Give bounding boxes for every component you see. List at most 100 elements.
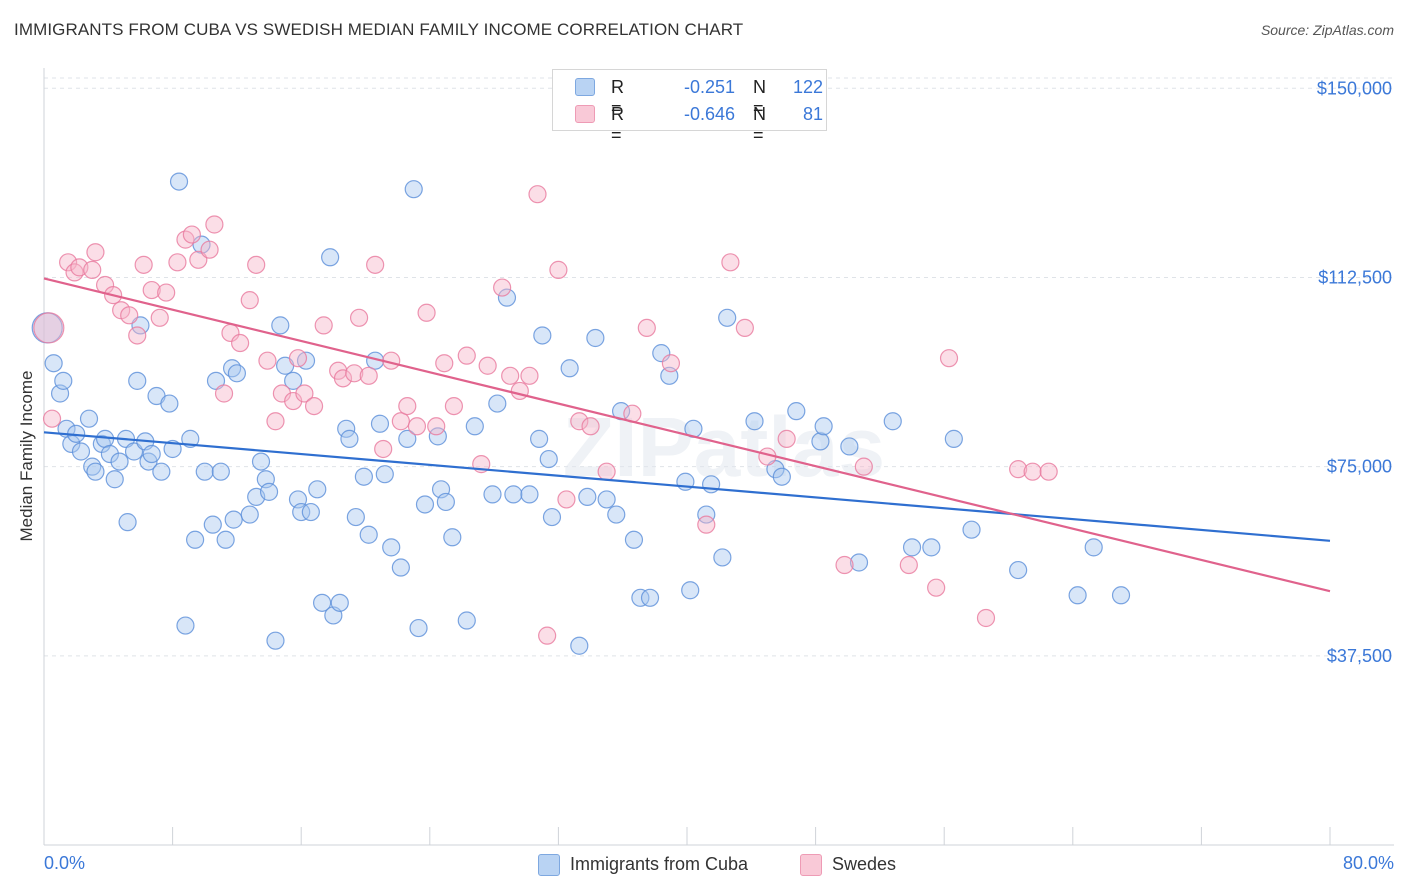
cuba-point: [79, 409, 99, 428]
swedes-point: [231, 333, 250, 353]
swedes-point: [33, 312, 65, 344]
swedes-point: [200, 240, 219, 259]
cuba-point: [718, 308, 737, 327]
cuba-point: [1084, 538, 1103, 557]
cuba-point: [586, 328, 605, 348]
swedes-point: [65, 263, 84, 282]
swedes-point: [359, 366, 378, 385]
cuba-point: [607, 505, 626, 524]
cuba-point: [266, 631, 285, 650]
swedes-point: [735, 318, 754, 338]
swedes-point: [83, 260, 102, 279]
swedes-point: [1023, 462, 1042, 481]
swedes-point: [247, 255, 266, 274]
cuba-point: [560, 359, 579, 378]
x-tick-label: 0.0%: [44, 853, 85, 873]
cuba-point: [713, 548, 732, 567]
cuba-point: [398, 429, 417, 448]
cuba-point: [240, 505, 259, 524]
trend-lines: [43, 277, 1331, 593]
cuba-point: [520, 485, 539, 504]
cuba-point: [840, 437, 859, 456]
swedes-point: [457, 346, 476, 365]
cuba-point: [340, 429, 359, 448]
swedes-point: [777, 429, 796, 448]
cuba-point: [382, 538, 401, 557]
swedes-point: [349, 308, 369, 327]
cuba-point: [681, 581, 700, 600]
y-tick-label: $37,500: [1327, 646, 1392, 666]
swedes-point: [939, 349, 959, 368]
swedes-point: [295, 384, 314, 403]
cuba-point: [271, 316, 290, 335]
swedes-point: [240, 291, 259, 310]
axes: [43, 68, 1394, 846]
cuba-point: [404, 180, 423, 199]
cuba-point: [483, 485, 502, 504]
series-swatch-cuba: [538, 854, 560, 876]
cuba-point: [195, 462, 214, 481]
swedes-point: [157, 283, 176, 302]
swedes-point: [134, 255, 153, 274]
swedes-point: [1039, 462, 1058, 481]
swedes-point: [59, 253, 78, 272]
cuba-point: [224, 510, 243, 529]
cuba-point: [457, 611, 476, 630]
swedes-point: [520, 366, 539, 385]
legend-r-value: -0.251: [683, 77, 735, 97]
cuba-point: [216, 530, 235, 549]
cuba-point: [631, 588, 650, 607]
cuba-point: [1111, 586, 1131, 605]
cuba-point: [203, 515, 222, 534]
cuba-point: [539, 449, 558, 469]
cuba-point: [142, 444, 161, 464]
cuba-point: [118, 513, 137, 532]
swedes-point: [538, 626, 557, 645]
cuba-point: [227, 364, 246, 383]
cuba-point: [54, 371, 73, 390]
cuba-point: [100, 444, 120, 464]
cuba-point: [128, 371, 147, 390]
cuba-point: [259, 482, 279, 501]
swedes-point: [557, 490, 576, 509]
cuba-point: [883, 412, 902, 431]
cuba-point: [375, 465, 394, 484]
cuba-point: [251, 452, 271, 471]
swedes-point: [205, 215, 224, 234]
swedes-point: [120, 306, 139, 325]
cuba-point: [169, 172, 189, 191]
swedes-point: [697, 515, 716, 534]
x-tick-label: 80.0%: [1343, 853, 1394, 873]
series-swatch-swedes: [800, 854, 822, 876]
swedes-point: [398, 396, 417, 416]
cuba-point: [811, 432, 830, 451]
cuba-point: [176, 616, 195, 635]
series-legend: Immigrants from Cuba Swedes: [0, 853, 1406, 877]
cuba-point: [944, 429, 963, 448]
y-tick-label: $150,000: [1317, 78, 1392, 98]
swedes-point: [854, 457, 873, 476]
y-tick-label: $112,500: [1318, 267, 1392, 287]
cuba-point: [640, 588, 660, 607]
series-label-swedes: Swedes: [832, 854, 897, 874]
swedes-point: [288, 349, 308, 368]
swedes-point: [182, 225, 201, 244]
cuba-point: [211, 462, 230, 481]
cuba-point: [301, 502, 320, 522]
cuba-point: [131, 316, 150, 335]
legend-n-value: 122: [792, 77, 823, 97]
cuba-trend-line: [43, 431, 1331, 542]
swedes-point: [501, 366, 520, 385]
series-label-cuba: Immigrants from Cuba: [570, 854, 749, 874]
swedes-point: [427, 417, 446, 436]
cuba-point: [1009, 560, 1028, 580]
swedes-point: [168, 253, 187, 272]
cuba-point: [530, 429, 549, 448]
swedes-point: [1009, 460, 1028, 479]
cuba-point: [702, 475, 721, 494]
cuba-point: [321, 248, 340, 267]
legend-n-label: N =: [753, 77, 766, 118]
swedes-point: [435, 354, 454, 373]
cuba-point: [922, 538, 941, 557]
